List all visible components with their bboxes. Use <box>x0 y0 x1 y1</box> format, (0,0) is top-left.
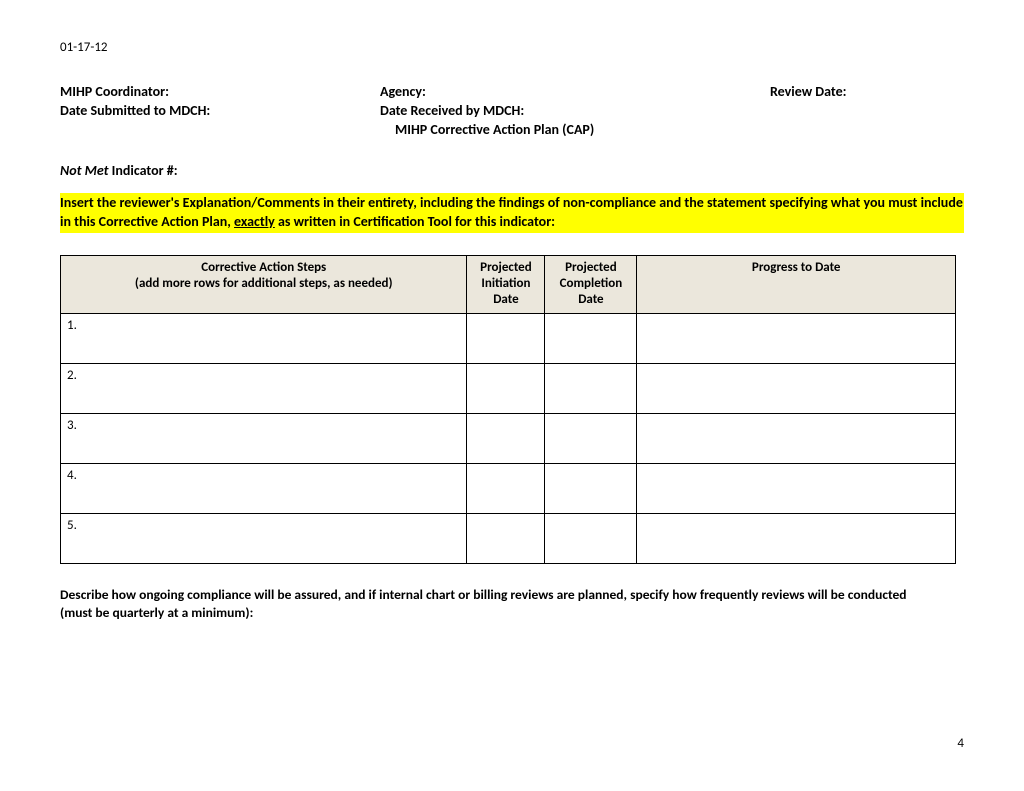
form-row-2: Date Submitted to MDCH: Date Received by… <box>60 102 964 119</box>
received-label: Date Received by MDCH: <box>380 102 770 119</box>
submitted-label: Date Submitted to MDCH: <box>60 102 380 119</box>
agency-label: Agency: <box>380 83 770 100</box>
cell-prog-4 <box>637 463 956 513</box>
cell-prog-3 <box>637 413 956 463</box>
document-title: MIHP Corrective Action Plan (CAP) <box>395 121 964 138</box>
indicator-row: Not Met Indicator #: <box>60 162 964 179</box>
cell-step-5: 5. <box>61 513 467 563</box>
table-row: 2. <box>61 363 956 413</box>
col-header-progress: Progress to Date <box>637 255 956 313</box>
col-header-initiation: Projected Initiation Date <box>467 255 545 313</box>
cell-comp-1 <box>545 313 637 363</box>
cell-step-1: 1. <box>61 313 467 363</box>
cell-step-3: 3. <box>61 413 467 463</box>
cell-init-3 <box>467 413 545 463</box>
cell-comp-2 <box>545 363 637 413</box>
cell-init-2 <box>467 363 545 413</box>
page-number: 4 <box>957 736 964 751</box>
col-header-steps: Corrective Action Steps (add more rows f… <box>61 255 467 313</box>
table-row: 3. <box>61 413 956 463</box>
col-header-completion: Projected Completion Date <box>545 255 637 313</box>
cell-comp-5 <box>545 513 637 563</box>
cell-prog-5 <box>637 513 956 563</box>
table-row: 4. <box>61 463 956 513</box>
coordinator-label: MIHP Coordinator: <box>60 83 380 100</box>
document-date: 01-17-12 <box>60 40 964 55</box>
cell-comp-3 <box>545 413 637 463</box>
cell-prog-1 <box>637 313 956 363</box>
highlight-underlined: exactly <box>234 213 275 230</box>
table-header-row: Corrective Action Steps (add more rows f… <box>61 255 956 313</box>
cell-init-5 <box>467 513 545 563</box>
cell-prog-2 <box>637 363 956 413</box>
cell-init-4 <box>467 463 545 513</box>
review-date-label: Review Date: <box>770 83 964 100</box>
form-row-1: MIHP Coordinator: Agency: Review Date: <box>60 83 964 100</box>
highlight-line1: Insert the reviewer's Explanation/Commen… <box>60 194 921 211</box>
highlight-instructions: Insert the reviewer's Explanation/Commen… <box>60 193 964 233</box>
cell-comp-4 <box>545 463 637 513</box>
indicator-rest: Indicator #: <box>108 162 177 179</box>
compliance-instructions: Describe how ongoing compliance will be … <box>60 586 940 622</box>
cap-table: Corrective Action Steps (add more rows f… <box>60 255 956 564</box>
cell-step-2: 2. <box>61 363 467 413</box>
table-row: 1. <box>61 313 956 363</box>
indicator-italic: Not Met <box>60 162 108 179</box>
table-row: 5. <box>61 513 956 563</box>
cell-init-1 <box>467 313 545 363</box>
highlight-line2-after: as written in Certification Tool for thi… <box>275 213 555 230</box>
cell-step-4: 4. <box>61 463 467 513</box>
